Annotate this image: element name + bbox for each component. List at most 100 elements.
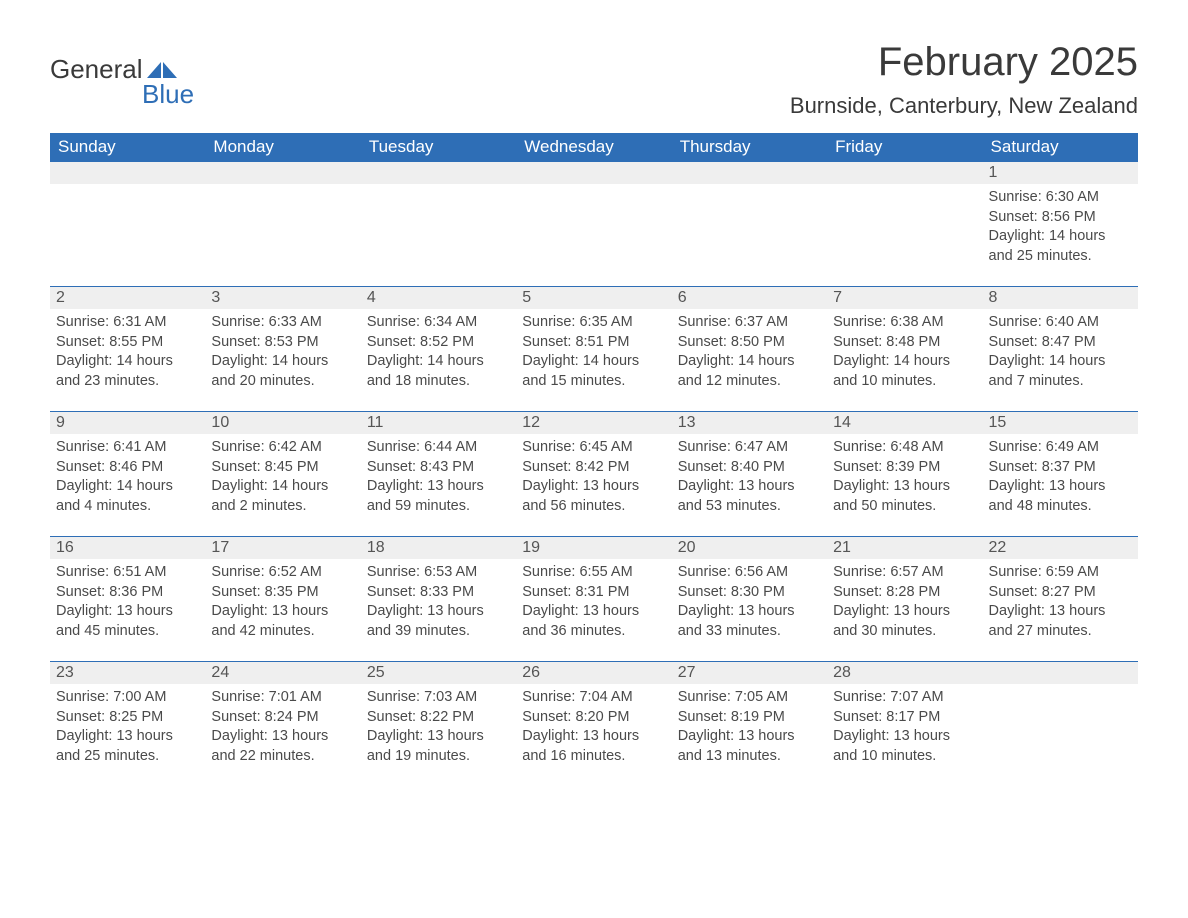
weekday-header: Monday xyxy=(205,133,360,161)
day-number: 22 xyxy=(983,537,1138,559)
day-content: Sunrise: 6:40 AMSunset: 8:47 PMDaylight:… xyxy=(983,309,1138,399)
daylight-line: Daylight: 13 hours and 56 minutes. xyxy=(522,477,665,516)
day-cell: 19Sunrise: 6:55 AMSunset: 8:31 PMDayligh… xyxy=(516,537,671,661)
daylight-line: Daylight: 14 hours and 7 minutes. xyxy=(989,352,1132,391)
day-content xyxy=(361,184,516,196)
logo: General Blue xyxy=(50,40,194,110)
sunset-line: Sunset: 8:35 PM xyxy=(211,583,354,603)
daylight-line: Daylight: 13 hours and 36 minutes. xyxy=(522,602,665,641)
day-cell: 3Sunrise: 6:33 AMSunset: 8:53 PMDaylight… xyxy=(205,287,360,411)
daylight-line: Daylight: 13 hours and 10 minutes. xyxy=(833,727,976,766)
week-row: 23Sunrise: 7:00 AMSunset: 8:25 PMDayligh… xyxy=(50,661,1138,786)
day-content: Sunrise: 6:59 AMSunset: 8:27 PMDaylight:… xyxy=(983,559,1138,649)
week-row: 16Sunrise: 6:51 AMSunset: 8:36 PMDayligh… xyxy=(50,536,1138,661)
sunrise-line: Sunrise: 6:44 AM xyxy=(367,438,510,458)
day-cell: 4Sunrise: 6:34 AMSunset: 8:52 PMDaylight… xyxy=(361,287,516,411)
day-content xyxy=(205,184,360,196)
day-number: 8 xyxy=(983,287,1138,309)
weekday-header: Saturday xyxy=(983,133,1138,161)
sunrise-line: Sunrise: 7:05 AM xyxy=(678,688,821,708)
daylight-line: Daylight: 13 hours and 30 minutes. xyxy=(833,602,976,641)
header: General Blue February 2025 Burnside, Can… xyxy=(50,40,1138,119)
day-content: Sunrise: 6:33 AMSunset: 8:53 PMDaylight:… xyxy=(205,309,360,399)
daylight-line: Daylight: 13 hours and 25 minutes. xyxy=(56,727,199,766)
sunset-line: Sunset: 8:33 PM xyxy=(367,583,510,603)
day-number: 5 xyxy=(516,287,671,309)
day-cell: 14Sunrise: 6:48 AMSunset: 8:39 PMDayligh… xyxy=(827,412,982,536)
weekday-header: Wednesday xyxy=(516,133,671,161)
day-cell: 17Sunrise: 6:52 AMSunset: 8:35 PMDayligh… xyxy=(205,537,360,661)
sunrise-line: Sunrise: 6:47 AM xyxy=(678,438,821,458)
sunrise-line: Sunrise: 6:48 AM xyxy=(833,438,976,458)
sunset-line: Sunset: 8:40 PM xyxy=(678,458,821,478)
month-title: February 2025 xyxy=(790,40,1138,85)
weekday-header: Sunday xyxy=(50,133,205,161)
day-cell: 27Sunrise: 7:05 AMSunset: 8:19 PMDayligh… xyxy=(672,662,827,786)
sunrise-line: Sunrise: 7:01 AM xyxy=(211,688,354,708)
sunset-line: Sunset: 8:17 PM xyxy=(833,708,976,728)
day-cell: 15Sunrise: 6:49 AMSunset: 8:37 PMDayligh… xyxy=(983,412,1138,536)
daylight-line: Daylight: 13 hours and 33 minutes. xyxy=(678,602,821,641)
sunset-line: Sunset: 8:39 PM xyxy=(833,458,976,478)
sunrise-line: Sunrise: 6:37 AM xyxy=(678,313,821,333)
day-cell: 6Sunrise: 6:37 AMSunset: 8:50 PMDaylight… xyxy=(672,287,827,411)
day-cell: . xyxy=(516,162,671,286)
day-content: Sunrise: 6:45 AMSunset: 8:42 PMDaylight:… xyxy=(516,434,671,524)
sunrise-line: Sunrise: 6:40 AM xyxy=(989,313,1132,333)
day-cell: 25Sunrise: 7:03 AMSunset: 8:22 PMDayligh… xyxy=(361,662,516,786)
sunset-line: Sunset: 8:25 PM xyxy=(56,708,199,728)
day-number: . xyxy=(983,662,1138,684)
day-content xyxy=(983,684,1138,696)
day-number: 25 xyxy=(361,662,516,684)
sunset-line: Sunset: 8:28 PM xyxy=(833,583,976,603)
day-content: Sunrise: 7:03 AMSunset: 8:22 PMDaylight:… xyxy=(361,684,516,774)
day-content: Sunrise: 6:44 AMSunset: 8:43 PMDaylight:… xyxy=(361,434,516,524)
week-row: ......1Sunrise: 6:30 AMSunset: 8:56 PMDa… xyxy=(50,161,1138,286)
day-content: Sunrise: 6:49 AMSunset: 8:37 PMDaylight:… xyxy=(983,434,1138,524)
sunrise-line: Sunrise: 7:03 AM xyxy=(367,688,510,708)
daylight-line: Daylight: 13 hours and 22 minutes. xyxy=(211,727,354,766)
logo-text-blue: Blue xyxy=(50,79,194,110)
day-number: . xyxy=(672,162,827,184)
day-content xyxy=(672,184,827,196)
day-number: 24 xyxy=(205,662,360,684)
day-content: Sunrise: 6:42 AMSunset: 8:45 PMDaylight:… xyxy=(205,434,360,524)
daylight-line: Daylight: 14 hours and 4 minutes. xyxy=(56,477,199,516)
daylight-line: Daylight: 13 hours and 16 minutes. xyxy=(522,727,665,766)
day-number: . xyxy=(50,162,205,184)
daylight-line: Daylight: 13 hours and 53 minutes. xyxy=(678,477,821,516)
day-cell: 22Sunrise: 6:59 AMSunset: 8:27 PMDayligh… xyxy=(983,537,1138,661)
day-number: . xyxy=(827,162,982,184)
sunrise-line: Sunrise: 6:59 AM xyxy=(989,563,1132,583)
sunset-line: Sunset: 8:46 PM xyxy=(56,458,199,478)
day-content: Sunrise: 7:05 AMSunset: 8:19 PMDaylight:… xyxy=(672,684,827,774)
sunset-line: Sunset: 8:52 PM xyxy=(367,333,510,353)
sunset-line: Sunset: 8:37 PM xyxy=(989,458,1132,478)
day-cell: 21Sunrise: 6:57 AMSunset: 8:28 PMDayligh… xyxy=(827,537,982,661)
daylight-line: Daylight: 13 hours and 50 minutes. xyxy=(833,477,976,516)
day-cell: 12Sunrise: 6:45 AMSunset: 8:42 PMDayligh… xyxy=(516,412,671,536)
day-cell: 24Sunrise: 7:01 AMSunset: 8:24 PMDayligh… xyxy=(205,662,360,786)
day-content xyxy=(827,184,982,196)
day-content: Sunrise: 6:35 AMSunset: 8:51 PMDaylight:… xyxy=(516,309,671,399)
sunset-line: Sunset: 8:45 PM xyxy=(211,458,354,478)
weekday-header-row: SundayMondayTuesdayWednesdayThursdayFrid… xyxy=(50,133,1138,161)
day-number: 23 xyxy=(50,662,205,684)
day-number: 3 xyxy=(205,287,360,309)
sunrise-line: Sunrise: 6:52 AM xyxy=(211,563,354,583)
day-cell: 18Sunrise: 6:53 AMSunset: 8:33 PMDayligh… xyxy=(361,537,516,661)
daylight-line: Daylight: 13 hours and 39 minutes. xyxy=(367,602,510,641)
sunset-line: Sunset: 8:31 PM xyxy=(522,583,665,603)
day-cell: 28Sunrise: 7:07 AMSunset: 8:17 PMDayligh… xyxy=(827,662,982,786)
day-content: Sunrise: 6:47 AMSunset: 8:40 PMDaylight:… xyxy=(672,434,827,524)
day-number: 14 xyxy=(827,412,982,434)
day-number: . xyxy=(516,162,671,184)
sunset-line: Sunset: 8:20 PM xyxy=(522,708,665,728)
day-content: Sunrise: 6:56 AMSunset: 8:30 PMDaylight:… xyxy=(672,559,827,649)
day-cell: 13Sunrise: 6:47 AMSunset: 8:40 PMDayligh… xyxy=(672,412,827,536)
sunrise-line: Sunrise: 6:30 AM xyxy=(989,188,1132,208)
day-content: Sunrise: 7:04 AMSunset: 8:20 PMDaylight:… xyxy=(516,684,671,774)
day-content: Sunrise: 6:48 AMSunset: 8:39 PMDaylight:… xyxy=(827,434,982,524)
sunrise-line: Sunrise: 6:49 AM xyxy=(989,438,1132,458)
day-content: Sunrise: 6:34 AMSunset: 8:52 PMDaylight:… xyxy=(361,309,516,399)
